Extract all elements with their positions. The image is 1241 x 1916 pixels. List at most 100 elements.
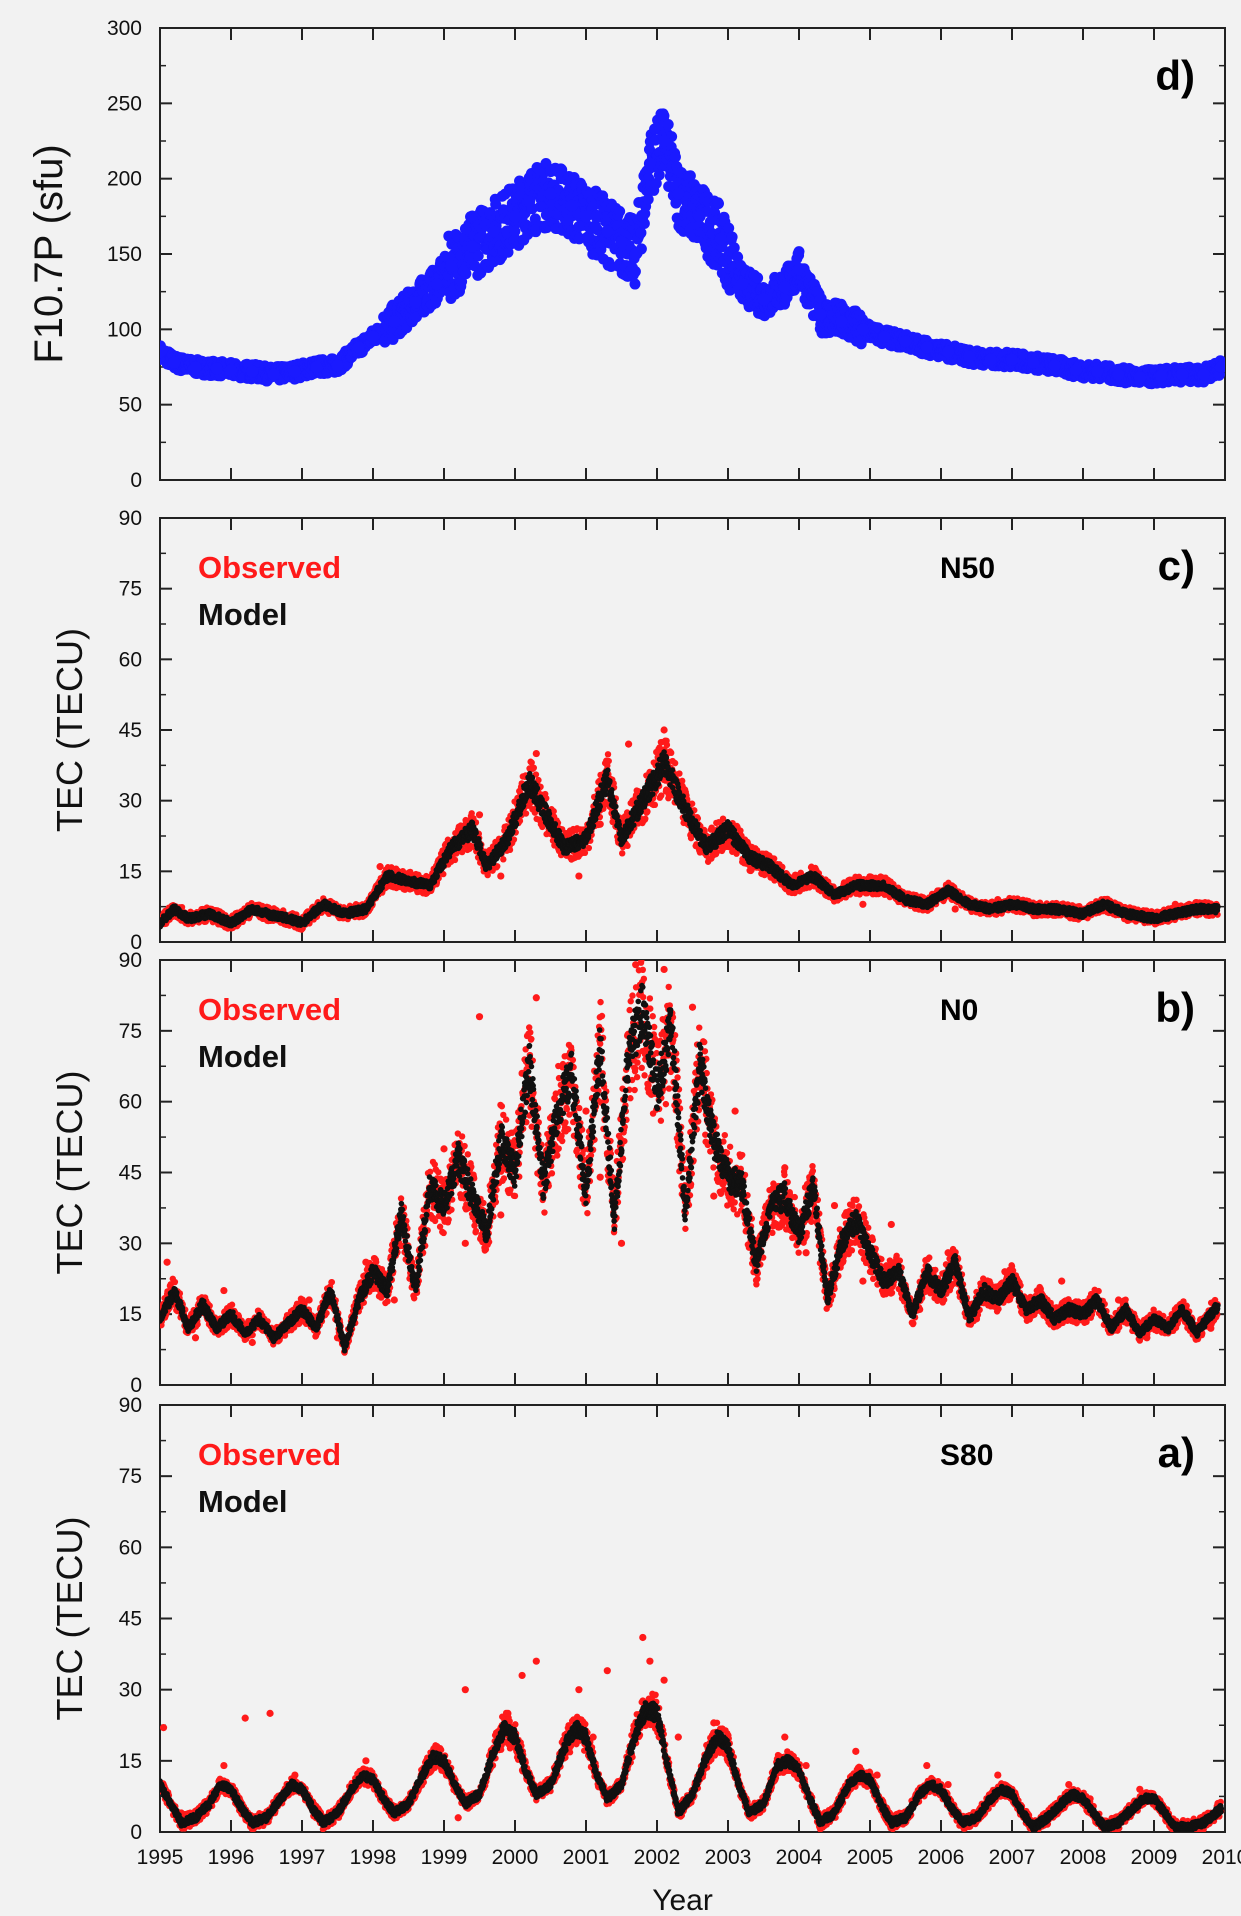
f107-point xyxy=(1176,368,1189,381)
f107-point xyxy=(728,242,740,254)
data-points xyxy=(160,726,1221,933)
observed-point xyxy=(535,776,542,784)
observed-point xyxy=(791,889,798,897)
f107-point xyxy=(580,210,592,223)
f107-point xyxy=(523,195,536,208)
y-tick-label: 50 xyxy=(119,394,142,417)
f107-point xyxy=(670,197,682,209)
f107-point xyxy=(160,345,166,358)
y-tick-label: 300 xyxy=(107,17,142,40)
f107-point xyxy=(168,356,181,369)
observed-point xyxy=(676,770,683,777)
f107-point xyxy=(899,335,912,348)
f107-point xyxy=(835,315,848,328)
observed-point xyxy=(687,834,695,842)
f107-point xyxy=(1112,368,1125,381)
f107-point xyxy=(793,246,805,258)
observed-point xyxy=(539,823,546,831)
observed-point xyxy=(651,801,659,809)
y-tick-label: 30 xyxy=(119,790,142,813)
f107-point xyxy=(614,205,626,217)
f107-point xyxy=(587,200,599,212)
f107-point xyxy=(1069,364,1082,377)
f107-point xyxy=(1006,353,1018,366)
observed-point xyxy=(528,759,535,766)
f107-point xyxy=(662,118,674,130)
observed-point xyxy=(713,848,721,856)
f107-point xyxy=(793,263,805,276)
f107-point xyxy=(210,362,223,375)
panel-label: c) xyxy=(1158,542,1195,589)
f107-point xyxy=(1155,370,1168,383)
observed-point xyxy=(624,842,631,850)
f107-point xyxy=(629,278,641,290)
f107-point xyxy=(757,293,770,306)
f107-point xyxy=(856,323,869,336)
f107-point xyxy=(1048,359,1061,372)
f107-point xyxy=(642,193,654,205)
f107-point xyxy=(714,232,727,245)
legend-model: Model xyxy=(198,597,288,632)
f107-point xyxy=(984,353,997,366)
station-label: N50 xyxy=(940,552,995,585)
y-tick-label: 150 xyxy=(107,243,142,266)
f107-point xyxy=(1215,361,1225,373)
observed-point xyxy=(605,757,612,765)
y-tick-label: 90 xyxy=(119,507,142,530)
f107-point xyxy=(267,368,280,381)
f107-point xyxy=(635,227,647,239)
observed-point xyxy=(506,846,514,854)
observed-point xyxy=(468,810,475,817)
f107-point xyxy=(878,330,891,343)
y-tick-label: 0 xyxy=(130,931,142,954)
f107-point xyxy=(352,341,365,354)
observed-point xyxy=(806,884,813,891)
data-points xyxy=(160,108,1225,390)
f107-point xyxy=(920,341,933,354)
f107-point xyxy=(601,225,614,238)
f107-point xyxy=(331,359,344,372)
f107-point xyxy=(189,361,202,373)
y-tick-label: 75 xyxy=(119,578,142,601)
f107-point xyxy=(430,278,443,291)
f107-point xyxy=(565,199,578,212)
f107-point xyxy=(1027,356,1040,369)
f107-point xyxy=(509,210,521,223)
y-axis-label: F10.7P (sfu) xyxy=(27,144,71,363)
observed-point xyxy=(644,808,651,815)
f107-point xyxy=(388,315,401,328)
f107-point xyxy=(445,260,458,273)
f107-point xyxy=(658,110,670,122)
observed-point xyxy=(451,856,459,864)
observed-point xyxy=(604,751,612,758)
observed-point xyxy=(444,836,452,843)
f107-point xyxy=(615,235,628,248)
f107-point xyxy=(650,177,662,189)
observed-point xyxy=(585,844,593,852)
f107-point xyxy=(658,135,671,147)
y-tick-label: 200 xyxy=(107,168,142,191)
f107-point xyxy=(1133,371,1146,384)
f107-point xyxy=(490,198,502,210)
f107-point xyxy=(288,365,301,378)
y-axis-label: TEC (TECU) xyxy=(49,628,90,832)
observed-point xyxy=(668,749,675,757)
observed-point xyxy=(522,810,530,817)
f107-point xyxy=(778,281,791,294)
observed-point xyxy=(663,741,671,749)
observed-point xyxy=(500,856,507,863)
f107-point xyxy=(672,187,685,200)
f107-point xyxy=(726,231,738,243)
f107-point xyxy=(1091,365,1104,378)
observed-point xyxy=(619,850,626,857)
f107-point xyxy=(638,218,650,230)
f107-point xyxy=(544,187,557,200)
f107-point xyxy=(629,266,641,278)
f107-point xyxy=(643,157,656,170)
f107-point xyxy=(466,240,479,253)
f107-point xyxy=(684,170,696,182)
observed-point xyxy=(688,800,696,807)
y-tick-label: 0 xyxy=(130,469,142,492)
panel-label: d) xyxy=(1155,52,1195,99)
